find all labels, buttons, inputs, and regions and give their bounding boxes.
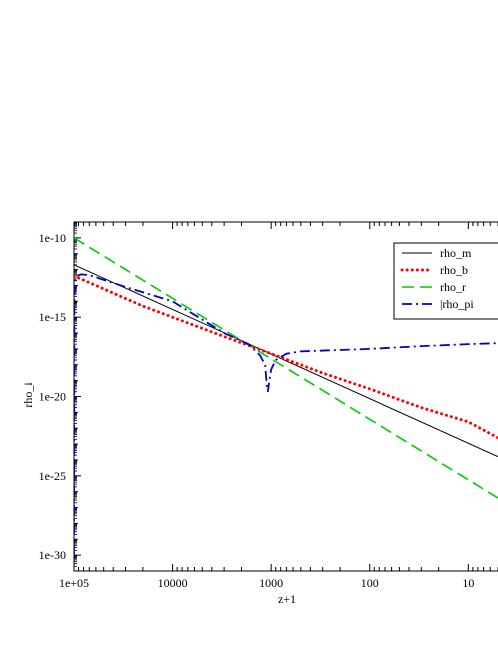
y-tick-label: 1e-10 [39,231,66,245]
y-tick-label: 1e-25 [39,469,66,483]
legend: rho_m rho_b rho_r |rho_pi [393,242,498,320]
series-line-rhor [74,237,498,499]
series-line-rhob [74,274,498,440]
legend-box [393,242,498,320]
x-tick-label: 10 [462,576,474,590]
legend-label: rho_r [440,280,466,294]
y-tick-label: 1e-20 [39,390,66,404]
y-axis-label: rho_i [21,382,35,408]
series-line-rhopi [74,273,498,556]
x-tick-label: 10000 [158,576,188,590]
x-tick-label: 100 [361,576,379,590]
series-line-rhom [74,264,498,458]
x-tick-label: 1000 [259,576,283,590]
legend-label: rho_m [440,246,472,260]
series-layer [74,237,498,556]
y-tick-label: 1e-15 [39,310,66,324]
y-tick-label: 1e-30 [39,548,66,562]
x-tick-label: 1e+05 [59,576,89,590]
x-axis-label: z+1 [278,592,296,606]
legend-label: rho_b [440,263,468,277]
legend-label: |rho_pi [440,297,474,311]
